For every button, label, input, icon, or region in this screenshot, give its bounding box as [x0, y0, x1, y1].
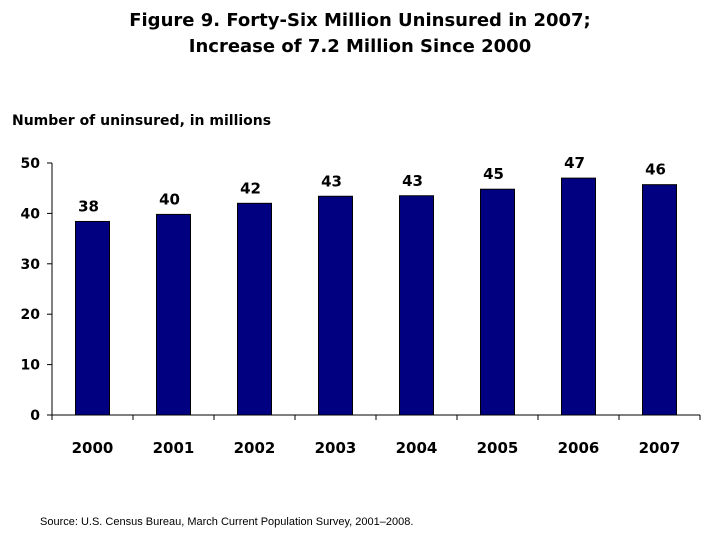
x-tick-label: 2002	[234, 439, 276, 457]
bar	[400, 196, 434, 415]
bar	[481, 189, 515, 415]
data-label: 43	[402, 172, 423, 190]
bar	[319, 196, 353, 415]
data-label: 43	[321, 172, 342, 190]
source-note: Source: U.S. Census Bureau, March Curren…	[40, 516, 413, 528]
data-label: 47	[564, 154, 585, 172]
x-tick-label: 2003	[315, 439, 357, 457]
data-label: 46	[645, 161, 666, 179]
x-tick-label: 2005	[477, 439, 519, 457]
y-tick-label: 30	[21, 257, 41, 273]
x-tick-label: 2001	[153, 439, 195, 457]
y-tick-label: 20	[21, 307, 41, 323]
bar	[643, 185, 677, 415]
data-label: 38	[78, 197, 99, 215]
x-tick-label: 2000	[72, 439, 114, 457]
bar	[157, 214, 191, 415]
y-tick-label: 10	[21, 358, 41, 374]
bar	[76, 221, 110, 415]
y-tick-label: 40	[21, 206, 41, 222]
x-tick-label: 2004	[396, 439, 438, 457]
bar	[562, 178, 596, 415]
x-tick-label: 2007	[639, 439, 681, 457]
data-label: 45	[483, 165, 504, 183]
data-label: 40	[159, 190, 180, 208]
bar	[238, 203, 272, 415]
x-tick-label: 2006	[558, 439, 600, 457]
y-tick-label: 50	[21, 156, 41, 172]
data-label: 42	[240, 179, 261, 197]
y-tick-label: 0	[30, 408, 40, 424]
